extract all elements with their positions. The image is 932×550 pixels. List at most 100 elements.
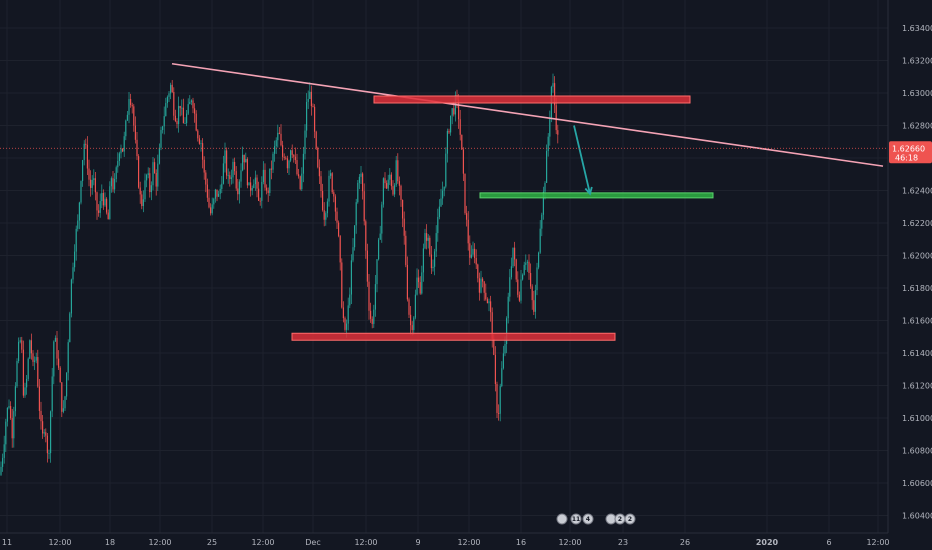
candle-body [85,143,87,145]
candle-body [75,228,77,252]
candle-body [280,133,282,146]
candle-body [502,353,504,369]
candle-body [50,411,52,454]
candle-body [430,254,432,269]
candle-body [114,179,116,190]
candle-body [435,233,437,252]
y-tick-label: 1.61800 [902,284,932,293]
candle-body [277,132,279,141]
candle-body [259,200,261,202]
support-zone[interactable] [291,332,616,341]
candle-body [96,192,98,211]
candle-body [411,325,413,331]
candle-body [482,278,484,282]
candle-body [62,408,64,412]
event-marker-icon[interactable] [582,513,594,525]
candle-body [333,192,335,197]
candle-body [250,182,252,191]
candle-body [534,290,536,312]
candle-body [350,260,352,295]
candle-body [136,139,138,157]
candle-body [480,278,482,293]
trendline[interactable] [171,62,884,167]
candle-body [557,130,559,135]
x-axis[interactable]: 11 12:00 18 12:00 25 12:00 Dec 12:00 9 12:00 16 12:… [2,538,890,547]
y-tick-label: 1.60600 [902,479,932,488]
candle-body [0,466,2,475]
candle-body [59,367,61,383]
y-tick-label: 1.62800 [902,122,932,131]
event-marker-icon[interactable] [624,513,636,525]
candle-body [54,337,56,342]
candle-body [80,181,82,203]
candle-body [301,173,303,190]
event-marker-icon[interactable] [556,513,568,525]
candle-body [262,169,264,182]
candle-body [270,168,272,170]
candle-body [429,237,431,255]
drawings-layer[interactable] [0,62,888,341]
candle-body [178,105,180,125]
candle-body [314,106,316,132]
candle-body [378,239,380,260]
candle-body [379,233,381,240]
candle-body [187,104,189,114]
candle-body [363,191,365,222]
candle-body [147,173,149,176]
events-layer[interactable]: 11 4 2 2 [556,513,636,525]
candle-body [107,212,109,220]
grid-lines [0,0,888,533]
candle-body [181,107,183,109]
candle-body [538,252,540,268]
candle-body [366,250,368,282]
candle-body [547,136,549,151]
y-axis-panel[interactable] [888,0,932,550]
candle-body [390,174,392,187]
candle-body [374,284,376,310]
candle-body [541,214,543,229]
candle-body [406,264,408,300]
candle-body [462,149,464,174]
candle-body [206,184,208,198]
candle-body [69,313,71,343]
candle-body [139,187,141,195]
resistance-zone[interactable] [373,95,691,104]
candle-body [227,175,229,177]
candle-body [198,138,200,144]
candle-body [126,114,128,121]
candle-body [288,160,290,169]
candle-body [464,173,466,214]
candle-body [336,211,338,223]
candle-body [347,305,349,324]
candle-body [242,154,244,171]
candle-body [264,169,266,188]
candle-body [186,113,188,124]
x-tick-label: 23 [618,538,628,547]
arrow-head[interactable] [584,186,593,196]
target-line[interactable] [479,192,714,199]
candle-body [546,150,548,183]
candle-body [419,282,421,294]
candle-body [166,96,168,104]
candle-body [173,92,175,116]
candle-body [226,150,228,176]
candle-body [64,396,66,409]
candle-body [310,91,312,107]
candle-body [549,117,551,137]
candle-body [240,170,242,182]
candle-body [38,386,40,411]
candle-body [334,196,336,212]
event-marker-icon[interactable] [570,513,582,525]
candle-body [8,406,10,408]
candle-body [222,163,224,184]
candle-body [302,153,304,174]
x-tick-label: 18 [105,538,115,547]
candle-body [10,406,12,419]
candle-body [344,318,346,330]
candle-body [197,130,199,139]
candle-body [438,206,440,218]
candle-body [536,267,538,291]
candle-body [272,153,274,170]
arrow-shaft[interactable] [573,125,591,194]
